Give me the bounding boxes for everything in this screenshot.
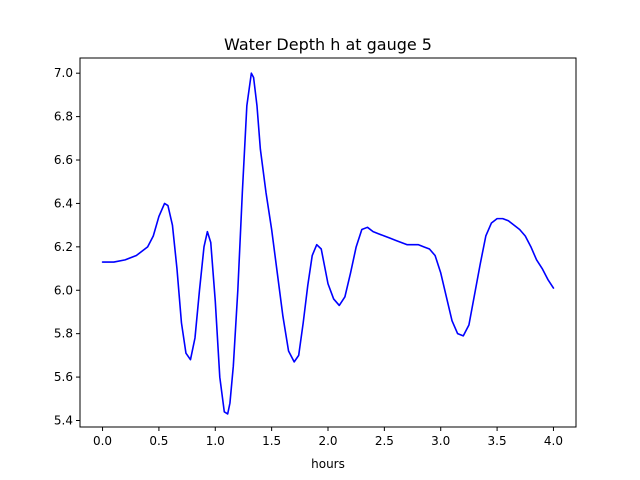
x-tick-label: 0.5 (149, 434, 168, 448)
y-tick-label: 5.4 (54, 413, 73, 427)
x-tick-label: 2.0 (318, 434, 337, 448)
chart-title: Water Depth h at gauge 5 (224, 35, 432, 54)
y-tick-label: 6.2 (54, 240, 73, 254)
y-tick-label: 6.6 (54, 153, 73, 167)
y-axis: 5.4 5.6 5.8 6.0 6.2 6.4 6.6 6.8 7.0 (54, 66, 80, 427)
y-tick-label: 6.4 (54, 196, 73, 210)
y-tick-label: 7.0 (54, 66, 73, 80)
x-tick-label: 3.5 (488, 434, 507, 448)
y-tick-label: 6.0 (54, 283, 73, 297)
y-tick-label: 5.8 (54, 327, 73, 341)
x-axis-label: hours (311, 457, 345, 471)
y-tick-label: 6.8 (54, 110, 73, 124)
x-tick-label: 3.0 (431, 434, 450, 448)
x-axis: 0.0 0.5 1.0 1.5 2.0 2.5 3.0 3.5 4.0 (93, 427, 563, 448)
x-tick-label: 0.0 (93, 434, 112, 448)
x-tick-label: 1.0 (206, 434, 225, 448)
x-tick-label: 4.0 (544, 434, 563, 448)
x-tick-label: 2.5 (375, 434, 394, 448)
y-tick-label: 5.6 (54, 370, 73, 384)
series-line-0 (101, 72, 555, 415)
x-tick-label: 1.5 (262, 434, 281, 448)
